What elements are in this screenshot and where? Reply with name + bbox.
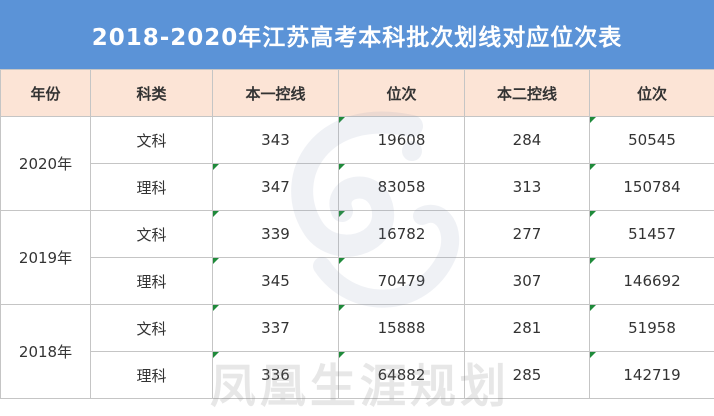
header-tier1-rank: 位次	[338, 69, 465, 117]
tier1-line-cell: 345	[212, 257, 339, 305]
tier1-rank-cell: 83058	[338, 163, 465, 211]
category-cell: 理科	[90, 163, 213, 211]
tier2-rank-cell: 150784	[589, 163, 714, 211]
tier2-line-cell: 281	[464, 304, 590, 352]
tier2-line-cell: 313	[464, 163, 590, 211]
tier2-rank-cell: 51958	[589, 304, 714, 352]
header-tier1-line: 本一控线	[212, 69, 339, 117]
year-cell: 2019年	[0, 210, 91, 305]
table-row: 2020年 文科 343 19608 284 50545	[0, 116, 714, 211]
category-cell: 理科	[90, 351, 213, 399]
tier2-line-cell: 284	[464, 116, 590, 164]
category-cell: 文科	[90, 304, 213, 352]
table-row: 理科 336 64882 285 142719	[1, 351, 714, 399]
tier1-rank-cell: 19608	[338, 116, 465, 164]
header-category: 科类	[90, 69, 213, 117]
tier1-rank-cell: 64882	[338, 351, 465, 399]
header-tier2-line: 本二控线	[464, 69, 590, 117]
tier2-rank-cell: 51457	[589, 210, 714, 258]
year-cell: 2020年	[0, 116, 91, 211]
header-row: 年份 科类 本一控线 位次 本二控线 位次	[0, 69, 714, 117]
admission-table: 年份 科类 本一控线 位次 本二控线 位次 2020年 文科 343 19608…	[0, 69, 714, 399]
tier1-rank-cell: 70479	[338, 257, 465, 305]
table-row: 2019年 文科 339 16782 277 51457	[0, 210, 714, 305]
tier1-rank-cell: 15888	[338, 304, 465, 352]
tier2-line-cell: 277	[464, 210, 590, 258]
table-title: 2018-2020年江苏高考本科批次划线对应位次表	[0, 0, 714, 69]
tier1-line-cell: 337	[212, 304, 339, 352]
header-tier2-rank: 位次	[589, 69, 714, 117]
table-row: 理科 347 83058 313 150784	[1, 163, 714, 211]
tier2-rank-cell: 146692	[589, 257, 714, 305]
tier1-line-cell: 339	[212, 210, 339, 258]
tier2-rank-cell: 142719	[589, 351, 714, 399]
tier1-line-cell: 343	[212, 116, 339, 164]
tier1-line-cell: 336	[212, 351, 339, 399]
year-cell: 2018年	[0, 304, 91, 399]
category-cell: 文科	[90, 116, 213, 164]
tier2-line-cell: 307	[464, 257, 590, 305]
category-cell: 理科	[90, 257, 213, 305]
tier2-line-cell: 285	[464, 351, 590, 399]
category-cell: 文科	[90, 210, 213, 258]
table-row: 2018年 文科 337 15888 281 51958	[0, 304, 714, 399]
table-row: 理科 345 70479 307 146692	[1, 257, 714, 305]
tier1-rank-cell: 16782	[338, 210, 465, 258]
tier1-line-cell: 347	[212, 163, 339, 211]
header-year: 年份	[0, 69, 91, 117]
tier2-rank-cell: 50545	[589, 116, 714, 164]
